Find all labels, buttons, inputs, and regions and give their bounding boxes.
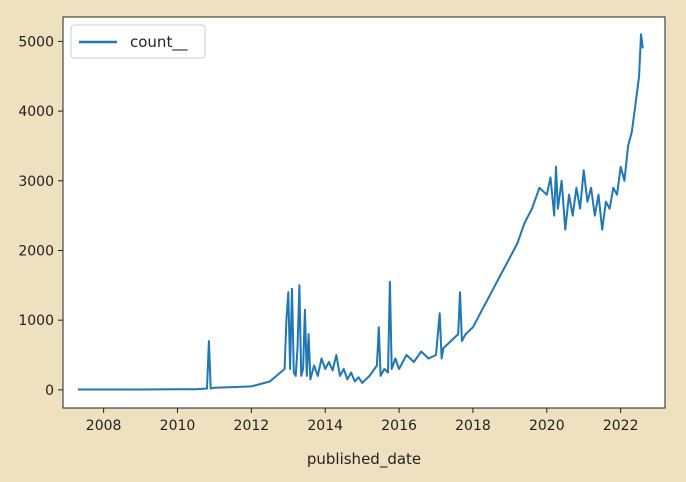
y-tick-label-3000: 3000 bbox=[18, 174, 54, 190]
y-axis: 0 1000 2000 3000 4000 5000 bbox=[18, 34, 63, 399]
plot-area bbox=[63, 17, 665, 408]
y-tick-label-2000: 2000 bbox=[18, 243, 54, 259]
legend: count__ bbox=[70, 24, 206, 59]
legend-label-count: count__ bbox=[130, 33, 188, 52]
series-layer bbox=[77, 33, 644, 391]
x-tick-label-2014: 2014 bbox=[307, 418, 343, 434]
x-tick-label-2008: 2008 bbox=[86, 418, 122, 434]
plot-frame bbox=[62, 16, 666, 409]
y-tick-label-5000: 5000 bbox=[18, 34, 54, 50]
x-tick-label-2012: 2012 bbox=[234, 418, 270, 434]
x-tick-label-2016: 2016 bbox=[381, 418, 417, 434]
x-tick-label-2020: 2020 bbox=[529, 418, 565, 434]
y-tick-label-1000: 1000 bbox=[18, 313, 54, 329]
x-tick-label-2022: 2022 bbox=[603, 418, 639, 434]
x-tick-label-2010: 2010 bbox=[160, 418, 196, 434]
x-axis-label: published_date bbox=[307, 450, 421, 469]
y-tick-label-0: 0 bbox=[45, 383, 54, 399]
x-tick-label-2018: 2018 bbox=[455, 418, 491, 434]
x-axis: 2008 2010 2012 2014 2016 2018 2020 2022 bbox=[86, 408, 639, 434]
series-line-0 bbox=[77, 33, 644, 391]
legend-box bbox=[70, 24, 206, 59]
y-tick-label-4000: 4000 bbox=[18, 104, 54, 120]
